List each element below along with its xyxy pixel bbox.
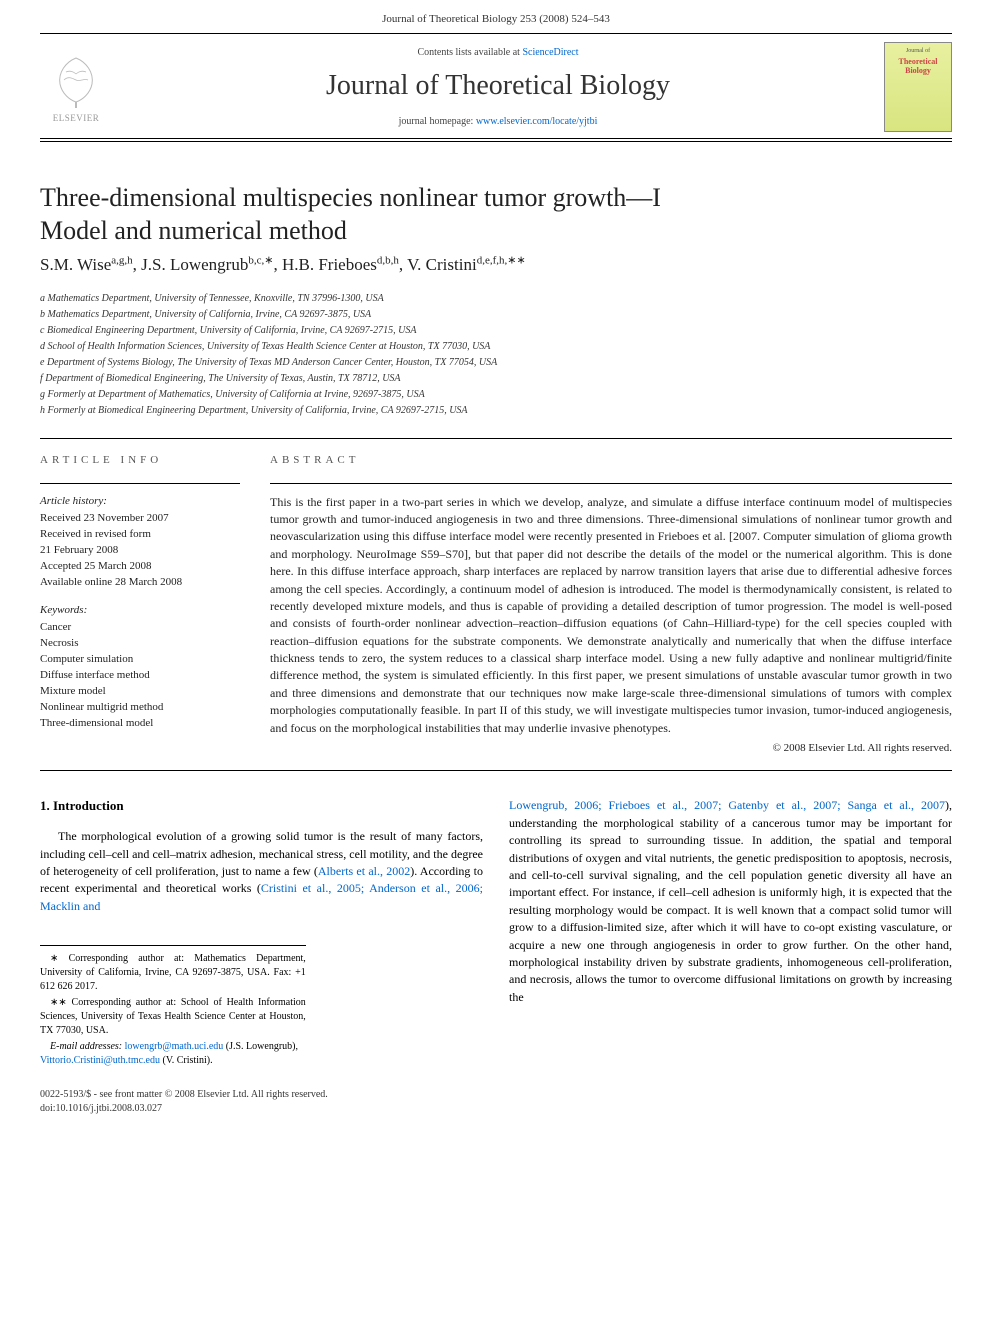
- abstract-rule: [270, 483, 952, 484]
- section-heading: 1. Introduction: [40, 797, 483, 816]
- affiliation-g: g Formerly at Department of Mathematics,…: [40, 387, 952, 402]
- footnote-emails: E-mail addresses: lowengrb@math.uci.edu …: [40, 1040, 306, 1068]
- footer-line-2: doi:10.1016/j.jtbi.2008.03.027: [40, 1102, 952, 1116]
- author-list: S.M. Wisea,g,h, J.S. Lowengrubb,c,∗, H.B…: [40, 253, 952, 277]
- abstract-text: This is the first paper in a two-part se…: [270, 494, 952, 737]
- article-info-col: ARTICLE INFO Article history: Received 2…: [40, 453, 240, 756]
- footer-line-1: 0022-5193/$ - see front matter © 2008 El…: [40, 1088, 952, 1102]
- affiliation-d: d School of Health Information Sciences,…: [40, 339, 952, 354]
- keyword-1: Cancer: [40, 620, 240, 636]
- keywords-block: Keywords: Cancer Necrosis Computer simul…: [40, 603, 240, 732]
- keyword-7: Three-dimensional model: [40, 716, 240, 732]
- abstract-col: ABSTRACT This is the first paper in a tw…: [270, 453, 952, 756]
- affiliations: a Mathematics Department, University of …: [40, 291, 952, 418]
- elsevier-logo: ELSEVIER: [40, 47, 112, 127]
- history-online: Available online 28 March 2008: [40, 575, 240, 591]
- email-link-2[interactable]: Vittorio.Cristini@uth.tmc.edu: [40, 1055, 160, 1066]
- masthead: ELSEVIER Contents lists available at Sci…: [0, 34, 992, 136]
- author-3: , H.B. Frieboes: [273, 255, 376, 274]
- author-4: , V. Cristini: [399, 255, 477, 274]
- keyword-5: Mixture model: [40, 684, 240, 700]
- author-2-aff: b,c,∗: [248, 255, 273, 267]
- keywords-label: Keywords:: [40, 603, 240, 618]
- author-4-aff: d,e,f,h,∗∗: [477, 255, 526, 267]
- contents-line: Contents lists available at ScienceDirec…: [128, 46, 868, 60]
- journal-cover-thumb: Journal of Theoretical Biology: [884, 42, 952, 132]
- ref-link-lowengrub[interactable]: Lowengrub, 2006; Frieboes et al., 2007; …: [509, 798, 945, 812]
- masthead-rule-1: [40, 138, 952, 139]
- affiliation-b: b Mathematics Department, University of …: [40, 307, 952, 322]
- info-abstract-row: ARTICLE INFO Article history: Received 2…: [40, 439, 952, 770]
- footnote-2: ∗∗ Corresponding author at: School of He…: [40, 996, 306, 1038]
- author-2: , J.S. Lowengrub: [133, 255, 249, 274]
- author-3-aff: d,b,h: [377, 255, 399, 267]
- email-2-who: (V. Cristini).: [160, 1055, 213, 1066]
- history-revised-date: 21 February 2008: [40, 543, 240, 559]
- history-block: Received 23 November 2007 Received in re…: [40, 511, 240, 591]
- history-received: Received 23 November 2007: [40, 511, 240, 527]
- author-1-aff: a,g,h: [111, 255, 132, 267]
- article-title: Three-dimensional multispecies nonlinear…: [40, 182, 952, 247]
- page-footer: 0022-5193/$ - see front matter © 2008 El…: [40, 1088, 952, 1116]
- author-1: S.M. Wise: [40, 255, 111, 274]
- masthead-rule-2: [40, 141, 952, 142]
- affiliation-e: e Department of Systems Biology, The Uni…: [40, 355, 952, 370]
- elsevier-label: ELSEVIER: [53, 112, 100, 125]
- journal-homepage-link[interactable]: www.elsevier.com/locate/yjtbi: [476, 116, 598, 127]
- footnote-1: ∗ Corresponding author at: Mathematics D…: [40, 952, 306, 994]
- tree-icon: [46, 50, 106, 110]
- homepage-prefix: journal homepage:: [399, 116, 476, 127]
- intro-paragraph-left: The morphological evolution of a growing…: [40, 828, 483, 915]
- keyword-4: Diffuse interface method: [40, 668, 240, 684]
- info-rule: [40, 483, 240, 484]
- affiliation-a: a Mathematics Department, University of …: [40, 291, 952, 306]
- footnotes: ∗ Corresponding author at: Mathematics D…: [40, 945, 306, 1068]
- journal-name: Journal of Theoretical Biology: [128, 66, 868, 105]
- title-line-2: Model and numerical method: [40, 216, 347, 245]
- affiliation-f: f Department of Biomedical Engineering, …: [40, 371, 952, 386]
- history-accepted: Accepted 25 March 2008: [40, 559, 240, 575]
- keyword-2: Necrosis: [40, 636, 240, 652]
- sciencedirect-link[interactable]: ScienceDirect: [522, 47, 578, 58]
- right-column: Lowengrub, 2006; Frieboes et al., 2007; …: [509, 797, 952, 1070]
- abstract-heading: ABSTRACT: [270, 453, 952, 468]
- cover-small-text: Journal of: [906, 47, 930, 55]
- email-link-1[interactable]: lowengrb@math.uci.edu: [125, 1041, 224, 1052]
- left-column: 1. Introduction The morphological evolut…: [40, 797, 483, 1070]
- ref-link-alberts[interactable]: Alberts et al., 2002: [318, 864, 410, 878]
- keyword-3: Computer simulation: [40, 652, 240, 668]
- history-revised-label: Received in revised form: [40, 527, 240, 543]
- running-header: Journal of Theoretical Biology 253 (2008…: [0, 0, 992, 33]
- abstract-copyright: © 2008 Elsevier Ltd. All rights reserved…: [270, 741, 952, 756]
- journal-homepage-line: journal homepage: www.elsevier.com/locat…: [128, 115, 868, 129]
- intro-text-right: ), understanding the morphological stabi…: [509, 798, 952, 1003]
- keywords-list: Cancer Necrosis Computer simulation Diff…: [40, 620, 240, 732]
- article-info-heading: ARTICLE INFO: [40, 453, 240, 468]
- history-label: Article history:: [40, 494, 240, 509]
- affiliation-c: c Biomedical Engineering Department, Uni…: [40, 323, 952, 338]
- cover-title-text: Theoretical Biology: [889, 58, 947, 76]
- email-1-who: (J.S. Lowengrub),: [223, 1041, 298, 1052]
- email-label: E-mail addresses:: [50, 1041, 125, 1052]
- affiliation-h: h Formerly at Biomedical Engineering Dep…: [40, 403, 952, 418]
- body-columns: 1. Introduction The morphological evolut…: [40, 797, 952, 1070]
- intro-paragraph-right: Lowengrub, 2006; Frieboes et al., 2007; …: [509, 797, 952, 1006]
- info-bottom-rule: [40, 770, 952, 771]
- keyword-6: Nonlinear multigrid method: [40, 700, 240, 716]
- contents-prefix: Contents lists available at: [417, 47, 522, 58]
- title-line-1: Three-dimensional multispecies nonlinear…: [40, 183, 661, 212]
- masthead-center: Contents lists available at ScienceDirec…: [128, 46, 868, 129]
